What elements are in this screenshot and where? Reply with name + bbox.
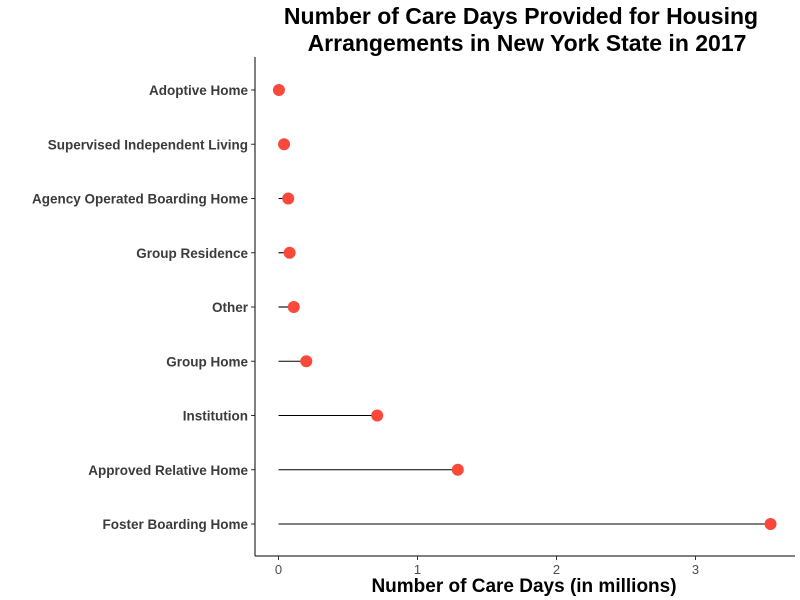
data-point <box>300 355 313 368</box>
y-tick-label: Institution <box>183 409 248 424</box>
chart-title-line-2: Arrangements in New York State in 2017 <box>308 30 747 56</box>
data-point <box>283 246 296 259</box>
data-point <box>287 301 300 313</box>
y-tick-label: Approved Relative Home <box>88 463 248 478</box>
y-tick-label: Group Residence <box>136 246 248 261</box>
plot-area: Adoptive Home Supervised Independent Livi… <box>32 83 777 532</box>
data-point <box>278 138 291 151</box>
y-tick-label: Adoptive Home <box>149 83 249 98</box>
x-tick-label: 1 <box>414 562 421 577</box>
y-tick-label: Group Home <box>166 354 248 369</box>
x-axis-ticks: 0 1 2 3 <box>275 556 699 577</box>
data-point <box>371 409 384 422</box>
x-tick-label: 0 <box>275 562 282 577</box>
x-tick-label: 3 <box>692 562 699 577</box>
data-point <box>282 192 295 205</box>
data-point <box>764 518 777 530</box>
chart-title-line-1: Number of Care Days Provided for Housing <box>284 3 758 29</box>
data-point <box>451 463 464 476</box>
y-tick-label: Agency Operated Boarding Home <box>32 192 249 207</box>
x-axis-title: Number of Care Days (in millions) <box>371 576 676 597</box>
y-tick-label: Foster Boarding Home <box>102 517 248 532</box>
data-point <box>272 84 285 96</box>
y-tick-label: Supervised Independent Living <box>48 137 248 152</box>
x-tick-label: 2 <box>553 562 560 577</box>
y-tick-label: Other <box>212 300 249 315</box>
